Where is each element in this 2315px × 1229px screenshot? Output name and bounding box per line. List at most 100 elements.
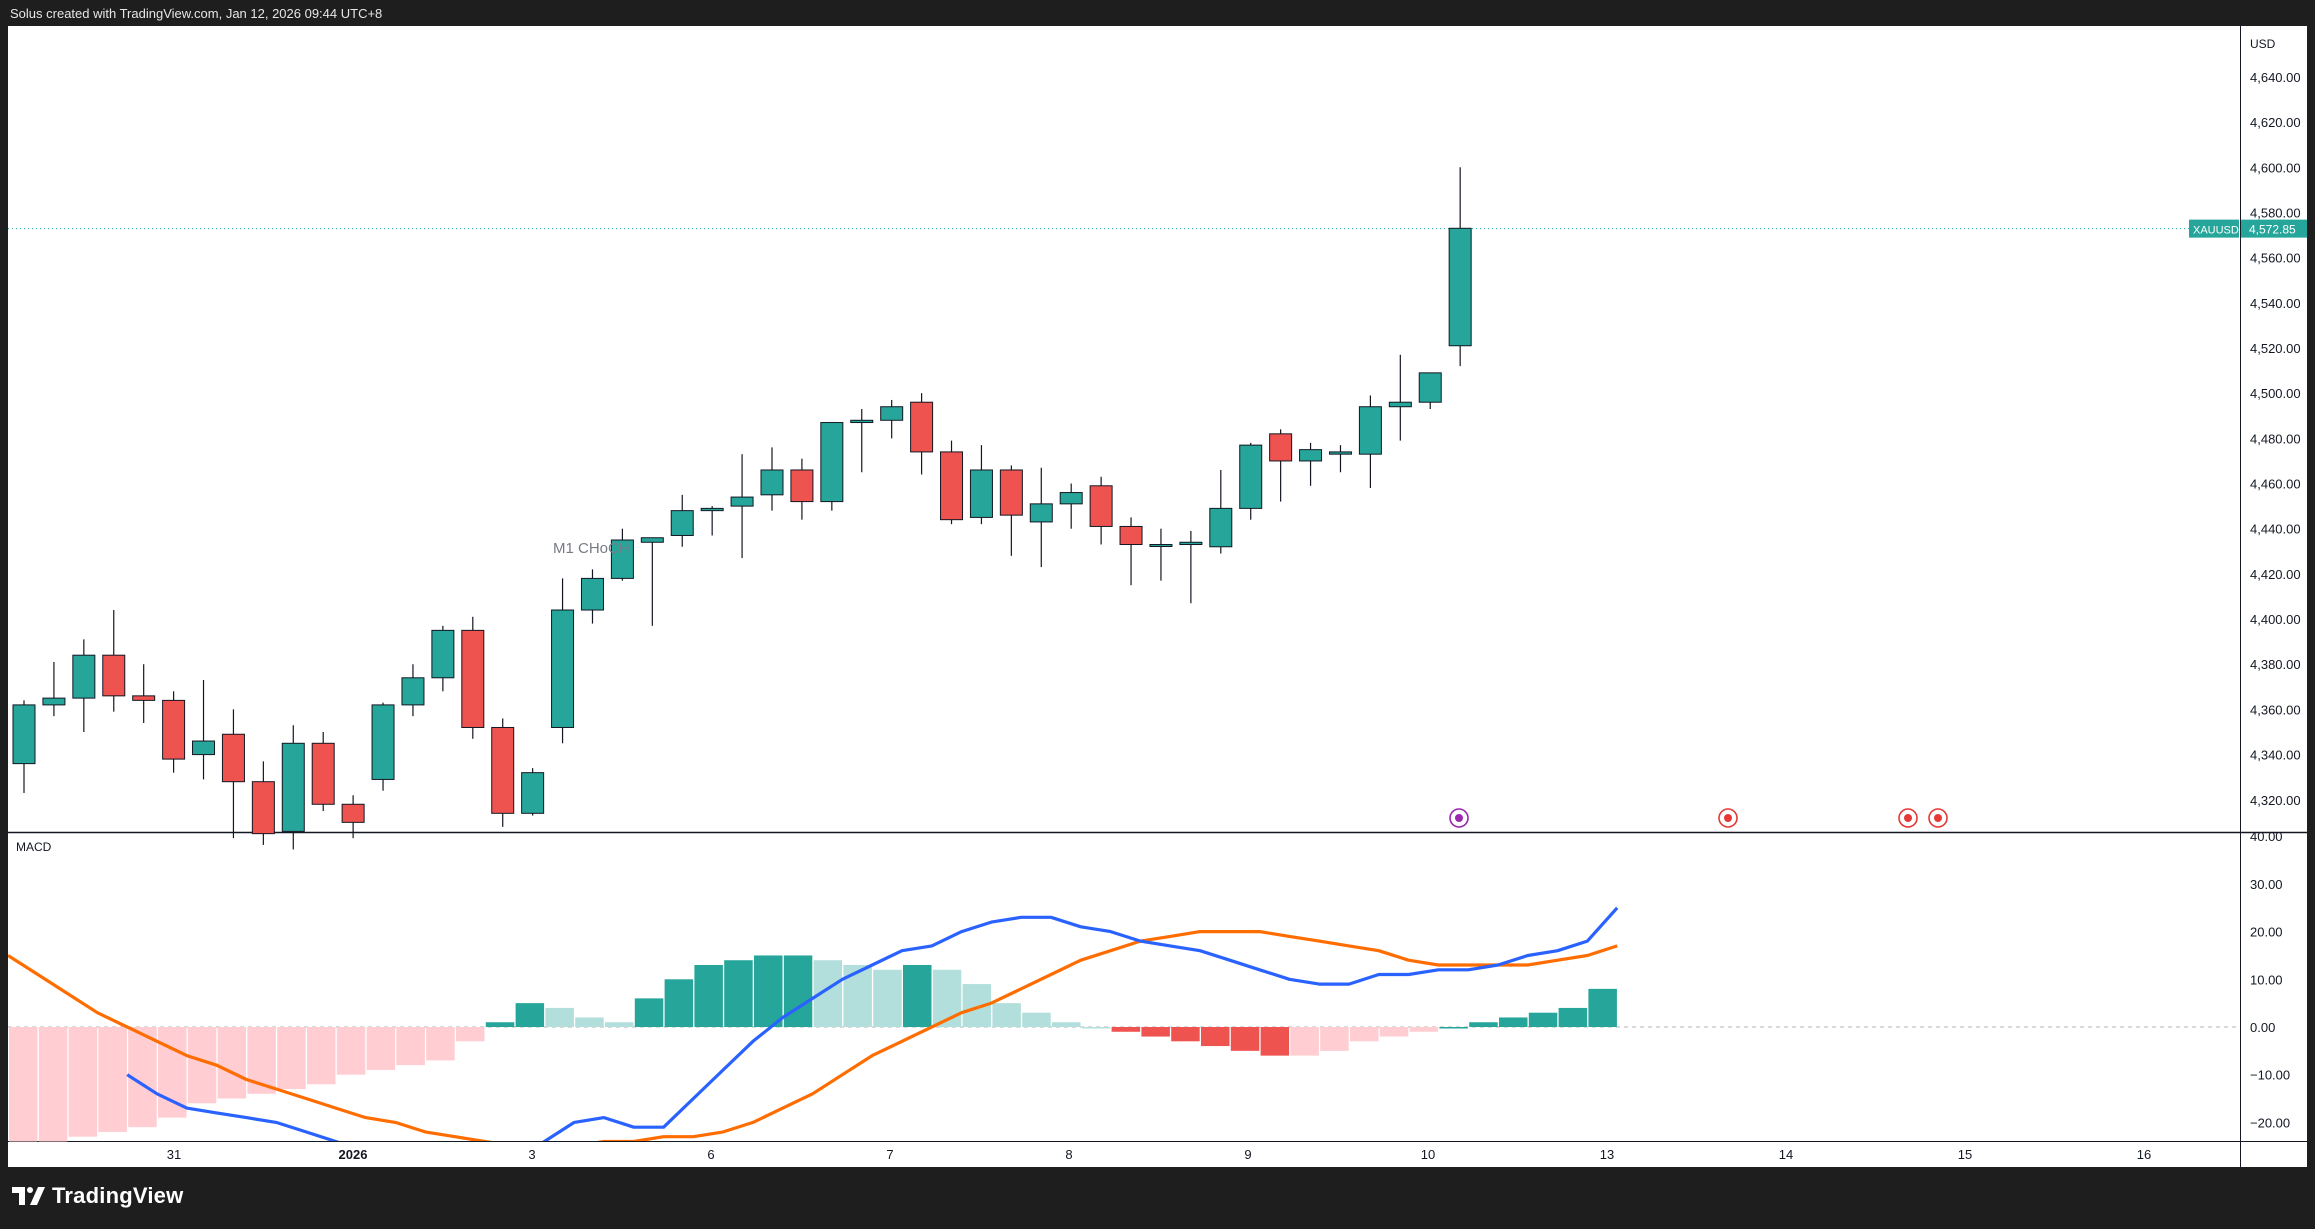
macd-histogram-bar — [277, 1027, 306, 1090]
candle-body[interactable] — [1328, 451, 1352, 455]
macd-histogram-bar — [68, 1027, 98, 1137]
price-tick-label: 4,440.00 — [2250, 522, 2301, 537]
candle-body[interactable] — [790, 469, 814, 503]
candle-body[interactable] — [1149, 544, 1173, 548]
price-tick-label: 4,360.00 — [2250, 702, 2301, 717]
time-tick-label: 14 — [1779, 1147, 1793, 1162]
macd-histogram-bar — [1022, 1012, 1051, 1027]
macd-histogram-bar — [1111, 1027, 1141, 1032]
price-tick-label: 4,400.00 — [2250, 612, 2301, 627]
time-tick-label: 31 — [167, 1147, 181, 1162]
macd-histogram-bar — [605, 1022, 634, 1027]
macd-tick-label: 0.00 — [2250, 1020, 2275, 1035]
price-tick-label: 4,640.00 — [2250, 70, 2301, 85]
candle-body[interactable] — [102, 654, 126, 697]
candle-body[interactable] — [221, 733, 245, 783]
candle-body[interactable] — [969, 469, 993, 518]
candle-body[interactable] — [1388, 401, 1412, 408]
price-tick-label: 4,500.00 — [2250, 386, 2301, 401]
macd-histogram-bar — [754, 955, 783, 1027]
macd-histogram-bar — [1290, 1027, 1319, 1056]
candle-body[interactable] — [1448, 227, 1472, 347]
candle-body[interactable] — [610, 539, 634, 579]
candle-body[interactable] — [700, 507, 724, 512]
candle-body[interactable] — [1269, 433, 1293, 462]
candle-body[interactable] — [1179, 541, 1203, 546]
candle-body[interactable] — [491, 726, 515, 814]
price-tick-label: 4,460.00 — [2250, 477, 2301, 492]
macd-histogram-bar — [485, 1022, 515, 1027]
chart-area[interactable]: 4,320.00 4,340.00 4,360.00 4,380.00 4,400.00… — [8, 26, 2307, 1167]
last-price-tag[interactable] — [2241, 219, 2307, 238]
macd-histogram-bar — [1141, 1027, 1170, 1037]
macd-histogram-bar — [1558, 1007, 1588, 1027]
macd-histogram-bar — [1588, 988, 1617, 1027]
candle-body[interactable] — [461, 629, 485, 728]
candle-body[interactable] — [1358, 406, 1382, 455]
candle-body[interactable] — [341, 803, 365, 823]
price-tick-label: 4,480.00 — [2250, 431, 2301, 446]
candle-body[interactable] — [1029, 503, 1053, 523]
candle-body[interactable] — [1209, 507, 1233, 548]
candle-body[interactable] — [12, 704, 36, 765]
choch-annotation: M1 CHoCH — [553, 540, 630, 557]
macd-histogram-bar — [634, 998, 664, 1027]
time-tick-label: 8 — [1065, 1147, 1072, 1162]
tradingview-logo[interactable]: TradingView — [12, 1183, 183, 1209]
macd-histogram-bar — [843, 964, 872, 1027]
candle-body[interactable] — [401, 677, 425, 706]
chart-canvas[interactable]: 4,320.00 4,340.00 4,360.00 4,380.00 4,400.00… — [8, 26, 2307, 1167]
us-flag-event-icon-dot — [1724, 814, 1732, 822]
candle-body[interactable] — [999, 469, 1023, 516]
candle-body[interactable] — [670, 510, 694, 536]
candle-body[interactable] — [162, 699, 186, 760]
price-tick-label: 4,380.00 — [2250, 657, 2301, 672]
candle-body[interactable] — [521, 772, 545, 814]
candle-body[interactable] — [1119, 525, 1143, 546]
candle-body[interactable] — [940, 451, 964, 521]
candle-body[interactable] — [1089, 485, 1113, 527]
macd-signal-line — [8, 929, 1618, 1141]
footer-bar: TradingView — [0, 1167, 2315, 1229]
candle-body[interactable] — [551, 609, 575, 728]
macd-histogram-bar — [1439, 1027, 1468, 1029]
candle-body[interactable] — [1239, 444, 1263, 509]
candle-body[interactable] — [850, 419, 874, 424]
candle-body[interactable] — [1299, 449, 1323, 462]
candle-body[interactable] — [1418, 372, 1442, 403]
candle-body[interactable] — [72, 654, 96, 699]
time-tick-label: 7 — [886, 1147, 893, 1162]
price-tick-label: 4,520.00 — [2250, 341, 2301, 356]
candle-body[interactable] — [431, 629, 455, 679]
candle-body[interactable] — [192, 740, 216, 756]
candle-body[interactable] — [281, 742, 305, 832]
macd-histogram-bar — [1201, 1027, 1230, 1047]
candle-body[interactable] — [640, 537, 664, 543]
macd-title: MACD — [16, 840, 52, 854]
macd-histogram-bar — [38, 1027, 68, 1142]
candle-body[interactable] — [42, 697, 66, 706]
macd-histogram-bar — [694, 964, 723, 1027]
candle-body[interactable] — [880, 406, 904, 421]
candle-body[interactable] — [371, 704, 395, 780]
time-tick-label: 3 — [528, 1147, 535, 1162]
candle-body[interactable] — [910, 401, 934, 453]
candle-body[interactable] — [760, 469, 784, 496]
candle-body[interactable] — [820, 422, 844, 503]
macd-histogram-bar — [217, 1027, 247, 1099]
top-caption-bar: Solus created with TradingView.com, Jan … — [0, 0, 2315, 26]
candle-body[interactable] — [730, 496, 754, 507]
macd-histogram-bar — [1350, 1027, 1379, 1042]
macd-histogram-bar — [575, 1017, 604, 1027]
candle-body[interactable] — [311, 742, 335, 805]
us-flag-event-icon-dot — [1934, 814, 1942, 822]
candle-body[interactable] — [251, 781, 275, 835]
candle-body[interactable] — [1059, 492, 1083, 505]
macd-histogram-bar — [1260, 1027, 1290, 1056]
macd-tick-label: 10.00 — [2250, 972, 2283, 987]
price-tick-label: 4,420.00 — [2250, 567, 2301, 582]
price-tick-label: 4,620.00 — [2250, 115, 2301, 130]
candle-body[interactable] — [580, 577, 604, 611]
macd-tick-label: 30.00 — [2250, 877, 2283, 892]
candle-body[interactable] — [132, 695, 156, 701]
